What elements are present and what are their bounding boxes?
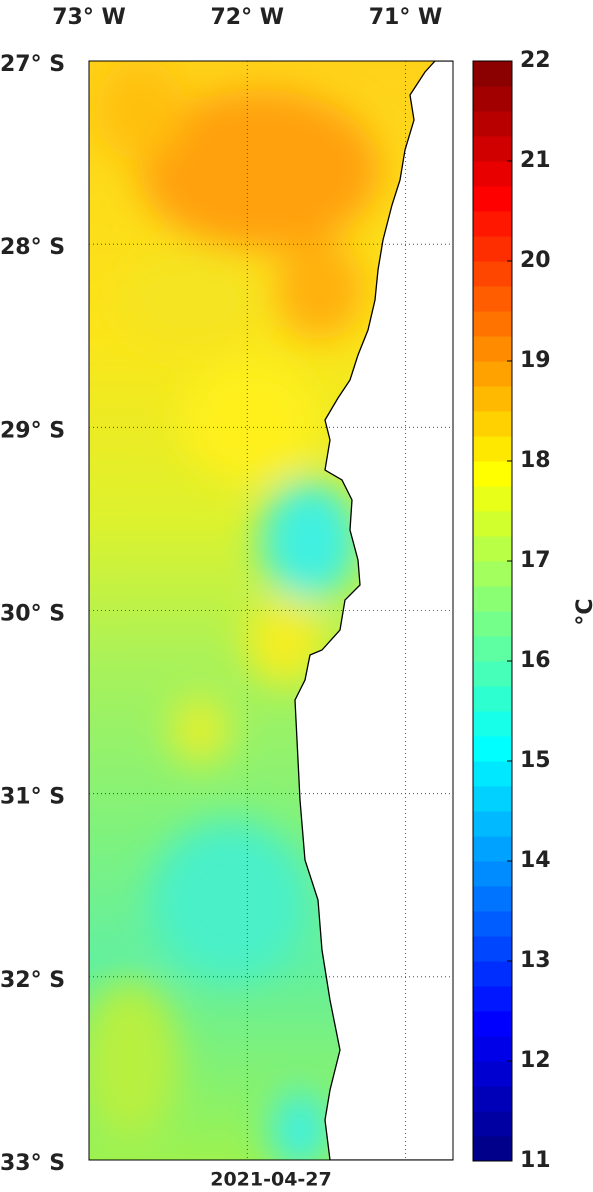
colorbar-tick-label: 18 [520, 448, 551, 473]
colorbar-step [473, 261, 512, 287]
lon-label: 71° W [369, 5, 443, 30]
colorbar-step [473, 436, 512, 462]
colorbar-step [473, 936, 512, 962]
colorbar-step [473, 186, 512, 212]
lat-label: 30° S [0, 602, 65, 627]
colorbar-step [473, 336, 512, 362]
colorbar-step [473, 561, 512, 587]
colorbar-step [473, 386, 512, 412]
colorbar: 11 12 13 14 15 16 17 18 19 20 21 22 [472, 48, 551, 1173]
colorbar-step [473, 511, 512, 537]
colorbar-tick-label: 15 [520, 748, 551, 773]
date-label: 2021-04-27 [210, 1169, 332, 1189]
colorbar-step [473, 136, 512, 162]
lon-label: 73° W [52, 5, 126, 30]
colorbar-step [473, 611, 512, 637]
colorbar-step [473, 636, 512, 662]
lat-label: 32° S [0, 968, 65, 993]
colorbar-tick-label: 14 [520, 848, 551, 873]
colorbar-step [473, 411, 512, 437]
colorbar-step [473, 761, 512, 787]
colorbar-step [473, 686, 512, 712]
colorbar-step [473, 811, 512, 837]
colorbar-step [473, 1061, 512, 1087]
colorbar-tick-label: 22 [520, 48, 551, 73]
colorbar-step [473, 211, 512, 237]
colorbar-step [473, 61, 512, 87]
colorbar-step [473, 711, 512, 737]
colorbar-tick-label: 19 [520, 348, 551, 373]
colorbar-step [473, 661, 512, 687]
colorbar-step [473, 86, 512, 112]
colorbar-step [473, 736, 512, 762]
colorbar-step [473, 986, 512, 1012]
colorbar-frame [472, 60, 513, 1162]
colorbar-step [473, 1086, 512, 1112]
sst-field [89, 61, 453, 1160]
colorbar-tick-label: 20 [520, 248, 551, 273]
colorbar-tick-label: 16 [520, 648, 551, 673]
colorbar-step [473, 886, 512, 912]
colorbar-step [473, 836, 512, 862]
colorbar-label: °C [573, 598, 593, 625]
lat-label: 28° S [0, 235, 65, 260]
colorbar-step [473, 486, 512, 512]
colorbar-step [473, 861, 512, 887]
colorbar-step [473, 311, 512, 337]
colorbar-tick-label: 13 [520, 948, 551, 973]
colorbar-tick-label: 11 [520, 1148, 551, 1173]
colorbar-tick-label: 17 [520, 548, 551, 573]
lat-label: 27° S [0, 52, 65, 77]
lat-label: 29° S [0, 418, 65, 443]
colorbar-step [473, 1011, 512, 1037]
colorbar-tick-label: 21 [520, 148, 551, 173]
colorbar-step [473, 1036, 512, 1062]
colorbar-step [473, 961, 512, 987]
colorbar-step [473, 236, 512, 262]
lat-label: 33° S [0, 1151, 65, 1176]
lat-label: 31° S [0, 785, 65, 810]
colorbar-step [473, 1136, 512, 1162]
colorbar-step [473, 286, 512, 312]
colorbar-step [473, 586, 512, 612]
lon-label: 72° W [210, 5, 284, 30]
colorbar-step [473, 786, 512, 812]
colorbar-step [473, 361, 512, 387]
colorbar-tick-label: 12 [520, 1048, 551, 1073]
colorbar-step [473, 911, 512, 937]
colorbar-step [473, 111, 512, 137]
colorbar-step [473, 461, 512, 487]
colorbar-step [473, 1111, 512, 1137]
colorbar-step [473, 536, 512, 562]
colorbar-step [473, 161, 512, 187]
